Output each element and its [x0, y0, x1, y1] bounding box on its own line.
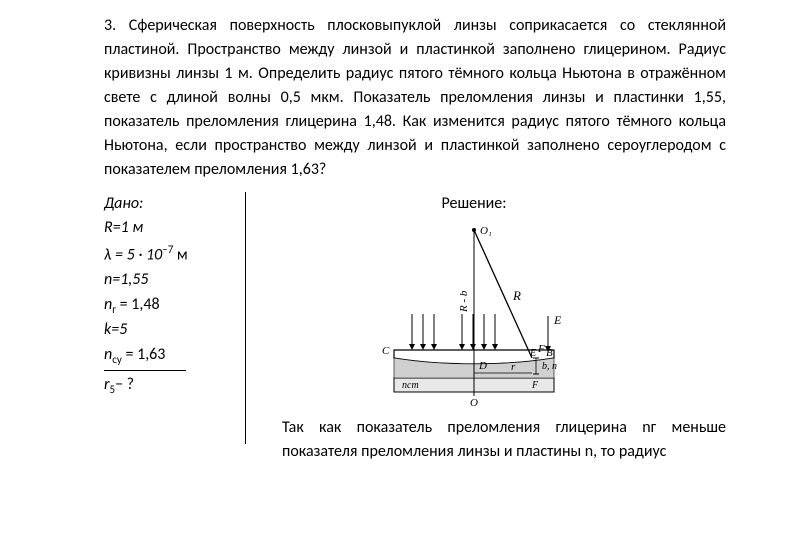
given-ncu-lhs: n: [104, 345, 112, 364]
given-ng-lhs: n: [104, 295, 112, 314]
svg-text:nст: nст: [402, 380, 419, 391]
diagram-svg: O₁RR - bErb, nCDFBEFOnст: [334, 218, 614, 408]
problem-number: 3.: [104, 16, 116, 35]
given-ng-rhs: = 1,48: [116, 295, 160, 314]
given-R: R=1 м: [104, 218, 143, 237]
svg-text:R - b: R - b: [458, 290, 470, 313]
problem-body: Сферическая поверхность плосковыпуклой л…: [104, 16, 726, 179]
svg-text:F: F: [537, 343, 545, 355]
given-r5-rhs: − ?: [115, 375, 134, 394]
problem-statement: 3. Сферическая поверхность плосковыпукло…: [104, 14, 726, 182]
horizontal-separator: [104, 370, 186, 371]
svg-text:B: B: [546, 347, 553, 359]
svg-text:D: D: [478, 360, 487, 372]
solution-block: Решение: O₁RR - bErb, nCDFBEFOnст Так ка…: [242, 192, 726, 464]
svg-text:O₁: O₁: [480, 225, 492, 237]
svg-text:r: r: [511, 361, 516, 373]
svg-text:E: E: [529, 348, 536, 359]
svg-text:R: R: [512, 288, 521, 303]
svg-text:C: C: [382, 345, 390, 357]
solution-continuation: Так как показатель преломления глицерина…: [282, 416, 726, 464]
given-lambda-lhs: λ = 5 · 10: [104, 245, 162, 264]
solution-heading: Решение:: [222, 192, 726, 216]
given-n: n=1,55: [104, 270, 149, 289]
svg-text:b, n: b, n: [542, 361, 557, 372]
svg-text:F: F: [531, 380, 539, 391]
given-k: k=5: [104, 320, 127, 339]
svg-text:O: O: [470, 397, 478, 408]
newton-rings-diagram: O₁RR - bErb, nCDFBEFOnст: [222, 218, 726, 408]
given-ncu-sub: су: [112, 353, 122, 366]
svg-text:E: E: [553, 313, 562, 327]
given-ncu-rhs: = 1,63: [122, 345, 166, 364]
given-lambda-unit: м: [173, 245, 187, 264]
given-heading: Дано:: [104, 192, 234, 216]
given-lambda-exp: −7: [162, 243, 173, 256]
